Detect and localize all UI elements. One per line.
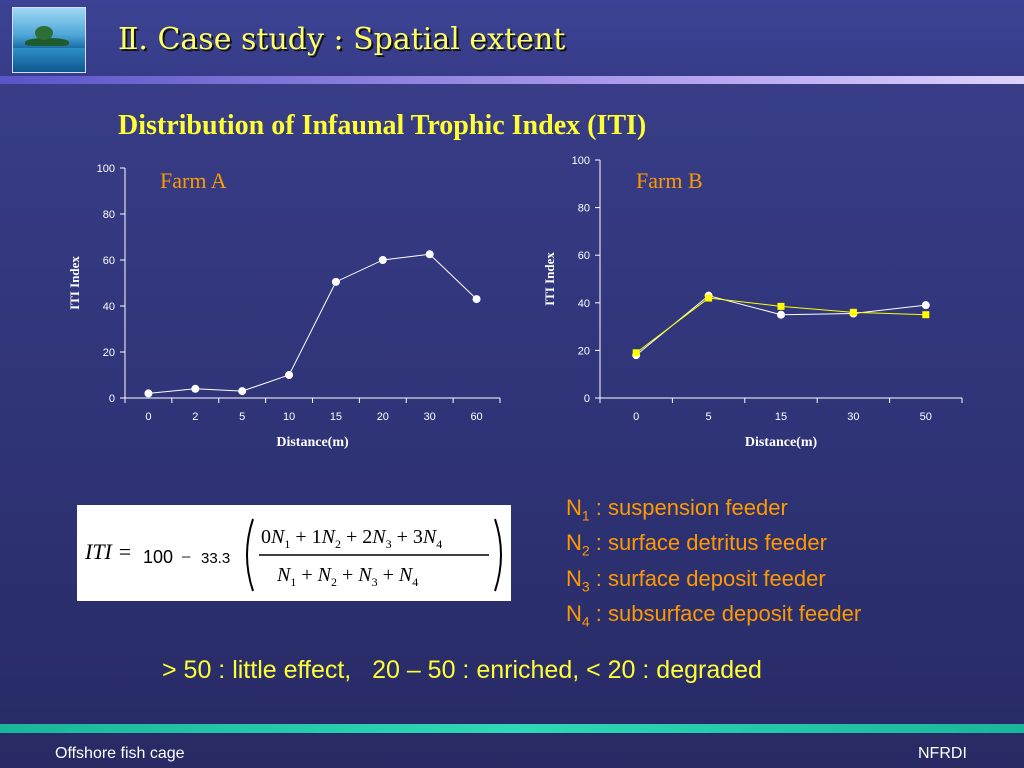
- formula-denominator: N1 + N2 + N3 + N4: [276, 564, 418, 589]
- chart-0-x-tick-label: 20: [377, 411, 389, 423]
- formula-left-paren: [246, 518, 254, 592]
- chart-0-y-tick-label: 40: [103, 301, 115, 313]
- chart-0-y-tick-label: 60: [103, 255, 115, 267]
- slide-subtitle: Distribution of Infaunal Trophic Index (…: [118, 110, 647, 141]
- farm-a-chart: 0 20 40 60 80 100 0 2 5 10 15 20 30 60 Distance(m) ITI …: [55, 150, 515, 460]
- farm-b-chart: 0 20 40 60 80 100 0 5 15 30 50 Distance(m) ITI Index…: [530, 150, 980, 460]
- iti-formula-svg: ITI = 100 − 33.3 0N1 + 1N2 + 2N3 + 3N4 N…: [84, 518, 502, 592]
- chart-1-series-1-point: [777, 302, 785, 310]
- chart-1-x-tick-label: 50: [920, 411, 932, 423]
- farm-b-chart-svg: 0 20 40 60 80 100 0 5 15 30 50 Distance(m) ITI Index…: [542, 155, 963, 450]
- chart-1-series-1-point: [922, 311, 930, 319]
- chart-1-x-tick-label: 0: [633, 411, 639, 423]
- chart-1-series-1-point: [849, 308, 857, 316]
- legend-item-n3: N3 : surface deposit feeder: [566, 565, 826, 595]
- formula-right-paren: [494, 518, 502, 592]
- chart-0-series-0-point: [238, 387, 247, 396]
- chart-1-x-tick-label: 5: [706, 411, 712, 423]
- chart-1-x-tick-label: 15: [775, 411, 787, 423]
- chart-0-x-tick-label: 5: [239, 411, 245, 423]
- chart-1-y-tick-label: 60: [578, 250, 590, 262]
- chart-0-series-0-point: [425, 250, 434, 259]
- island-logo: [12, 7, 86, 73]
- chart-0-x-tick-label: 2: [192, 411, 198, 423]
- footer-bar: [0, 724, 1024, 733]
- chart-0-series-0-line: [148, 253, 477, 394]
- chart-0-series-0-point: [285, 371, 294, 379]
- footer-right-text: NFRDI: [918, 745, 967, 762]
- chart-0-series-0-point: [144, 389, 153, 398]
- legend-item-n4: N4 : subsurface deposit feeder: [566, 601, 862, 630]
- chart-0-y-tick-label: 0: [109, 393, 115, 405]
- header-accent-bar: [0, 76, 1024, 84]
- iti-criteria: > 50 : little effect, 20 – 50 : enriched…: [162, 656, 762, 684]
- chart-0-y-tick-label: 20: [103, 347, 115, 359]
- chart-1-y-tick-label: 100: [572, 155, 590, 167]
- chart-1-x-axis-title: Distance(m): [745, 435, 818, 450]
- formula-coefficient: 33.3: [201, 550, 230, 567]
- formula-lhs: ITI =: [84, 539, 132, 564]
- chart-0-x-tick-label: 15: [330, 411, 342, 423]
- farm-a-chart-svg: 0 20 40 60 80 100 0 2 5 10 15 20 30 60 Distance(m) ITI …: [67, 163, 501, 450]
- chart-0-series-0-point: [472, 295, 481, 304]
- chart-1-series-1-point: [705, 294, 713, 302]
- chart-1-series-0-point: [921, 301, 930, 310]
- chart-1-x-tick-label: 30: [847, 411, 859, 423]
- chart-0-series-0-point: [331, 277, 340, 286]
- slide-title: Ⅱ. Case study : Spatial extent: [118, 22, 566, 57]
- chart-0-series-0-point: [378, 256, 387, 264]
- formula-numerator: 0N1 + 1N2 + 2N3 + 3N4: [261, 526, 442, 551]
- chart-0-x-tick-label: 10: [283, 411, 295, 423]
- chart-0-y-axis-title: ITI Index: [67, 256, 82, 310]
- chart-1-y-tick-label: 20: [578, 345, 590, 357]
- svg-text:−: −: [181, 547, 191, 567]
- chart-1-y-tick-label: 40: [578, 298, 590, 310]
- feeder-legend: N1 : suspension feeder N2 : surface detr…: [566, 494, 861, 636]
- footer-left-text: Offshore fish cage: [55, 745, 185, 762]
- chart-0-y-tick-label: 100: [97, 163, 115, 175]
- chart-1-y-axis-title: ITI Index: [542, 252, 557, 306]
- chart-1-farm-label: Farm B: [636, 168, 703, 193]
- legend-item-n1: N1 : suspension feeder: [566, 495, 788, 524]
- chart-1-series-0-point: [777, 310, 785, 319]
- chart-1-y-tick-label: 80: [578, 203, 590, 215]
- chart-0-series-0-point: [191, 384, 200, 393]
- chart-0-x-tick-label: 60: [470, 411, 482, 423]
- iti-formula: ITI = 100 − 33.3 0N1 + 1N2 + 2N3 + 3N4 N…: [77, 505, 511, 601]
- chart-0-x-axis-title: Distance(m): [276, 435, 349, 450]
- chart-1-series-1-point: [632, 349, 640, 357]
- formula-constant: 100: [143, 547, 173, 567]
- header: Ⅱ. Case study : Spatial extent: [0, 0, 1024, 78]
- chart-0-x-tick-label: 30: [424, 411, 436, 423]
- legend-item-n2: N2 : surface detritus feeder: [566, 530, 827, 559]
- chart-1-y-tick-label: 0: [584, 393, 590, 405]
- chart-0-farm-label: Farm A: [160, 168, 227, 193]
- chart-0-x-tick-label: 0: [145, 411, 151, 423]
- chart-0-y-tick-label: 80: [103, 209, 115, 221]
